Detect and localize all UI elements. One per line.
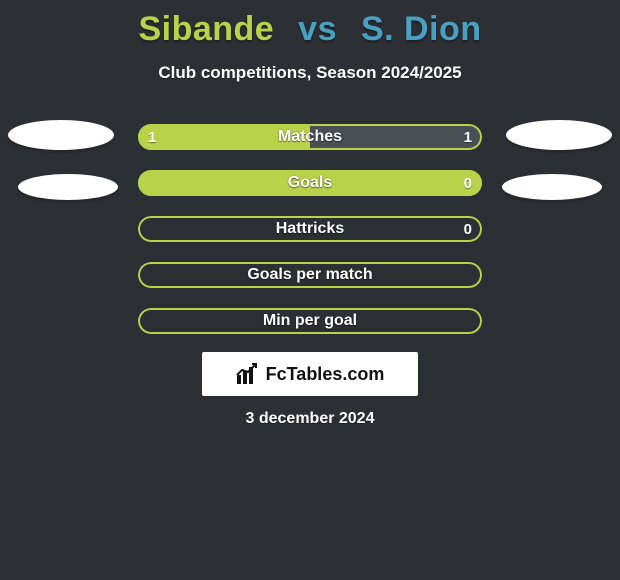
title-vs: vs (298, 10, 337, 48)
date: 3 december 2024 (0, 410, 620, 428)
brand-chart-icon (236, 363, 260, 385)
badge-right-1 (506, 120, 612, 150)
title-player2: S. Dion (361, 10, 482, 48)
title: Sibande vs S. Dion (0, 0, 620, 49)
badge-left-2 (18, 174, 118, 200)
subtitle: Club competitions, Season 2024/2025 (0, 63, 620, 83)
comparison-canvas: Sibande vs S. Dion Club competitions, Se… (0, 0, 620, 580)
stat-row: 0Goals (138, 170, 482, 196)
stat-row-border (138, 262, 482, 288)
stat-row-border (138, 170, 482, 196)
title-player1: Sibande (138, 10, 274, 48)
stat-row-border (138, 308, 482, 334)
stat-row: Goals per match (138, 262, 482, 288)
badge-right-2 (502, 174, 602, 200)
stat-row: Min per goal (138, 308, 482, 334)
stat-row-border (138, 124, 482, 150)
stat-row: 0Hattricks (138, 216, 482, 242)
stat-row-border (138, 216, 482, 242)
stat-row: 11Matches (138, 124, 482, 150)
brand-badge: FcTables.com (202, 352, 418, 396)
brand-text: FcTables.com (266, 364, 385, 385)
stat-rows: 11Matches 0Goals 0Hattricks Goals per match… (138, 124, 482, 354)
badge-left-1 (8, 120, 114, 150)
